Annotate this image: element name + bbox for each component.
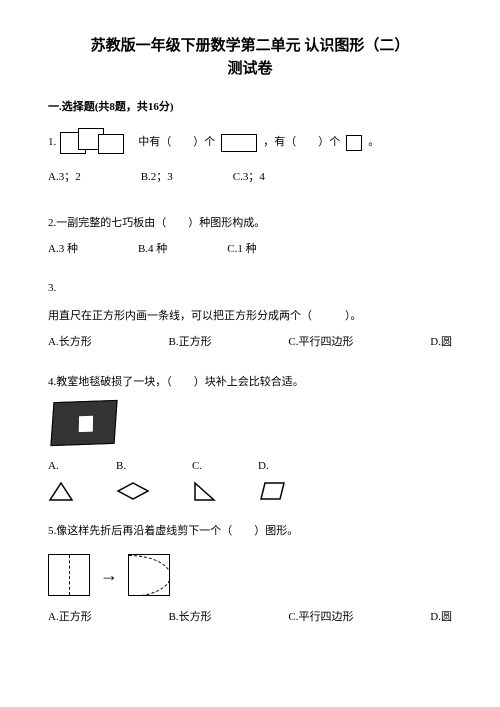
q4-choice-a-label: A. bbox=[48, 457, 59, 477]
q3-choices: A.长方形 B.正方形 C.平行四边形 D.圆 bbox=[48, 333, 452, 353]
q5-figure: → bbox=[48, 554, 452, 596]
page-title: 苏教版一年级下册数学第二单元 认识图形（二） 测试卷 bbox=[48, 35, 452, 80]
q3-choice-d: D.圆 bbox=[430, 333, 452, 353]
q3-stem: 用直尺在正方形内画一条线，可以把正方形分成两个（ ）。 bbox=[48, 307, 452, 327]
q5-choices: A.正方形 B.长方形 C.平行四边形 D.圆 bbox=[48, 608, 452, 628]
q5-choice-c: C.平行四边形 bbox=[288, 608, 353, 628]
question-1: 1. 中有（ ）个 ，有（ ）个 。 A.3；2 B.2；3 C.3；4 bbox=[48, 128, 452, 188]
q4-choice-c: C. bbox=[192, 457, 216, 503]
q1-choice-b: B.2；3 bbox=[141, 168, 173, 188]
q1-text-1: 中有（ ）个 bbox=[138, 133, 215, 153]
q1-text-2: ，有（ ）个 bbox=[263, 133, 340, 153]
question-4: 4.教室地毯破损了一块，（ ）块补上会比较合适。 A. B. C. D. bbox=[48, 373, 452, 503]
title-line1: 苏教版一年级下册数学第二单元 认识图形（二） bbox=[48, 35, 452, 58]
q4-choice-b-label: B. bbox=[116, 457, 126, 477]
q5-choice-b: B.长方形 bbox=[169, 608, 212, 628]
trapezoid-icon bbox=[258, 480, 286, 502]
q4-choice-b: B. bbox=[116, 457, 150, 503]
q4-choice-c-label: C. bbox=[192, 457, 202, 477]
triangle-icon bbox=[48, 480, 74, 502]
square-icon bbox=[346, 135, 362, 151]
rectangle-icon bbox=[221, 134, 257, 152]
q1-number: 1. bbox=[48, 133, 56, 153]
q4-stem: 4.教室地毯破损了一块，（ ）块补上会比较合适。 bbox=[48, 373, 452, 393]
carpet-figure bbox=[50, 399, 117, 445]
right-triangle-icon bbox=[192, 480, 216, 502]
title-line2: 测试卷 bbox=[48, 58, 452, 81]
q1-choice-a: A.3；2 bbox=[48, 168, 81, 188]
q3-choice-b: B.正方形 bbox=[169, 333, 212, 353]
section-header: 一.选择题(共8题，共16分) bbox=[48, 98, 452, 114]
q1-choices: A.3；2 B.2；3 C.3；4 bbox=[48, 168, 452, 188]
q2-choice-b: B.4 种 bbox=[138, 240, 167, 260]
q1-text-3: 。 bbox=[368, 133, 379, 153]
q2-choice-a: A.3 种 bbox=[48, 240, 78, 260]
q5-choice-a: A.正方形 bbox=[48, 608, 92, 628]
q3-choice-a: A.长方形 bbox=[48, 333, 92, 353]
q5-choice-d: D.圆 bbox=[430, 608, 452, 628]
q2-choice-c: C.1 种 bbox=[227, 240, 256, 260]
question-3: 3. 用直尺在正方形内画一条线，可以把正方形分成两个（ ）。 A.长方形 B.正… bbox=[48, 279, 452, 352]
q3-choice-c: C.平行四边形 bbox=[288, 333, 353, 353]
q1-stem: 1. 中有（ ）个 ，有（ ）个 。 bbox=[48, 128, 452, 158]
q3-number: 3. bbox=[48, 279, 452, 299]
question-2: 2.一副完整的七巧板由（ ）种图形构成。 A.3 种 B.4 种 C.1 种 bbox=[48, 214, 452, 260]
q4-choice-a: A. bbox=[48, 457, 74, 503]
q4-choice-d: D. bbox=[258, 457, 286, 503]
arrow-icon: → bbox=[100, 559, 118, 591]
q2-choices: A.3 种 B.4 种 C.1 种 bbox=[48, 240, 452, 260]
diamond-icon bbox=[116, 480, 150, 502]
question-5: 5.像这样先折后再沿着虚线剪下一个（ ）图形。 → A.正方形 B.长方形 C.… bbox=[48, 522, 452, 628]
q2-stem: 2.一副完整的七巧板由（ ）种图形构成。 bbox=[48, 214, 452, 234]
folded-square-figure bbox=[48, 554, 90, 596]
q4-choices: A. B. C. D. bbox=[48, 457, 452, 503]
cut-result-figure bbox=[128, 554, 170, 596]
q4-choice-d-label: D. bbox=[258, 457, 269, 477]
overlapping-squares-figure bbox=[58, 128, 136, 158]
q1-choice-c: C.3；4 bbox=[233, 168, 265, 188]
q5-stem: 5.像这样先折后再沿着虚线剪下一个（ ）图形。 bbox=[48, 522, 452, 542]
